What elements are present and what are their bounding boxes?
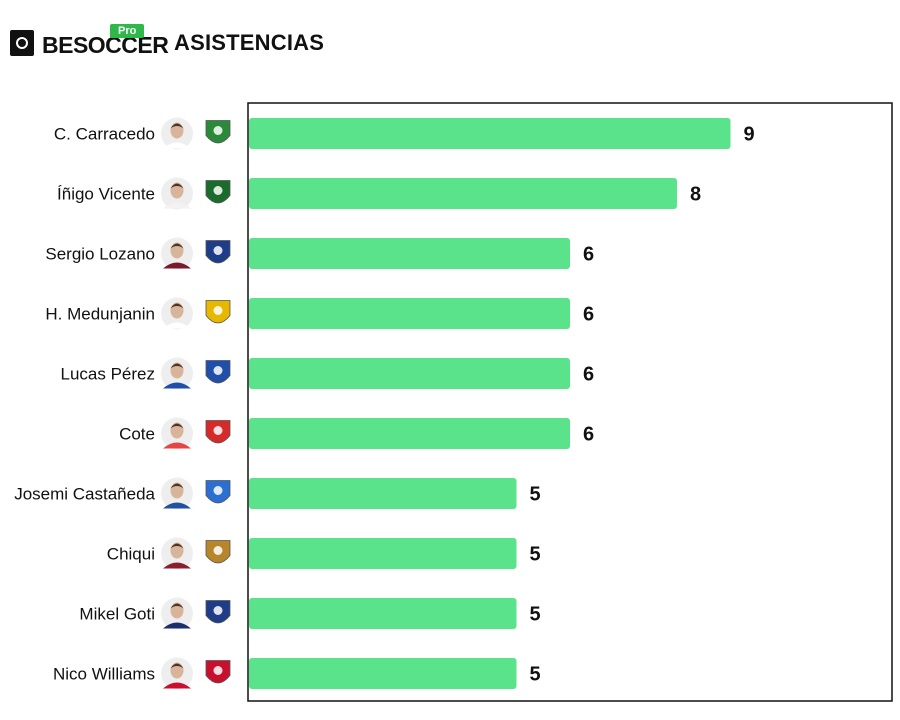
bar-row: 8 Íñigo Vicente — [57, 177, 701, 210]
logo-text: BESOCCER — [42, 32, 169, 58]
bar — [249, 358, 570, 389]
value-label: 9 — [744, 124, 755, 146]
player-name: Lucas Pérez — [61, 365, 156, 384]
bar-row: 5 Nico Williams — [53, 657, 541, 690]
chart-frame — [247, 102, 893, 702]
value-label: 6 — [583, 304, 594, 326]
player-photo-icon — [161, 417, 193, 450]
value-label: 6 — [583, 364, 594, 386]
player-name: Chiqui — [107, 545, 155, 564]
club-crest-icon — [205, 600, 231, 624]
bar-row: 6 Sergio Lozano — [45, 237, 594, 270]
player-photo-icon — [161, 237, 193, 270]
value-label: 6 — [583, 244, 594, 266]
club-crest-icon — [205, 480, 231, 504]
bar-row: 5 Chiqui — [107, 537, 541, 570]
club-crest-icon — [205, 240, 231, 264]
player-photo-icon — [161, 597, 193, 630]
bar-row: 6 H. Medunjanin — [45, 297, 594, 330]
player-name: Josemi Castañeda — [14, 485, 155, 504]
value-label: 5 — [530, 604, 541, 626]
value-label: 5 — [530, 664, 541, 686]
bar — [249, 598, 517, 629]
player-name: Cote — [119, 425, 155, 444]
player-photo-icon — [161, 177, 193, 210]
club-crest-icon — [205, 660, 231, 684]
club-crest-icon — [205, 420, 231, 444]
player-photo-icon — [161, 357, 193, 390]
player-name: Sergio Lozano — [45, 245, 155, 264]
club-crest-icon — [205, 540, 231, 564]
bar — [249, 178, 677, 209]
bar — [249, 658, 517, 689]
chart-header: BESOCCER Pro ASISTENCIAS — [0, 0, 900, 80]
player-photo-icon — [161, 117, 193, 150]
bar-row: 5 Josemi Castañeda — [14, 477, 541, 510]
ball-icon — [10, 30, 34, 56]
player-name: C. Carracedo — [54, 125, 155, 144]
bar-row: 9 C. Carracedo — [54, 117, 755, 150]
player-name: Nico Williams — [53, 665, 155, 684]
bar — [249, 418, 570, 449]
player-name: Íñigo Vicente — [57, 185, 155, 204]
bar — [249, 298, 570, 329]
bar — [249, 478, 517, 509]
value-label: 6 — [583, 424, 594, 446]
player-photo-icon — [161, 297, 193, 330]
club-crest-icon — [205, 300, 231, 324]
value-label: 8 — [690, 184, 701, 206]
player-photo-icon — [161, 657, 193, 690]
club-crest-icon — [205, 120, 231, 144]
player-photo-icon — [161, 477, 193, 510]
player-name: H. Medunjanin — [45, 305, 155, 324]
besoccer-logo: BESOCCER Pro — [10, 24, 170, 60]
bar-row: 5 Mikel Goti — [79, 597, 541, 630]
bar — [249, 118, 731, 149]
player-name: Mikel Goti — [79, 605, 155, 624]
value-label: 5 — [530, 544, 541, 566]
bar — [249, 538, 517, 569]
player-photo-icon — [161, 537, 193, 570]
club-crest-icon — [205, 180, 231, 204]
value-label: 5 — [530, 484, 541, 506]
bar-row: 6 Cote — [119, 417, 594, 450]
bar — [249, 238, 570, 269]
logo-pro-badge: Pro — [110, 24, 145, 38]
chart-title: ASISTENCIAS — [174, 30, 325, 55]
club-crest-icon — [205, 360, 231, 384]
bar-row: 6 Lucas Pérez — [61, 357, 594, 390]
